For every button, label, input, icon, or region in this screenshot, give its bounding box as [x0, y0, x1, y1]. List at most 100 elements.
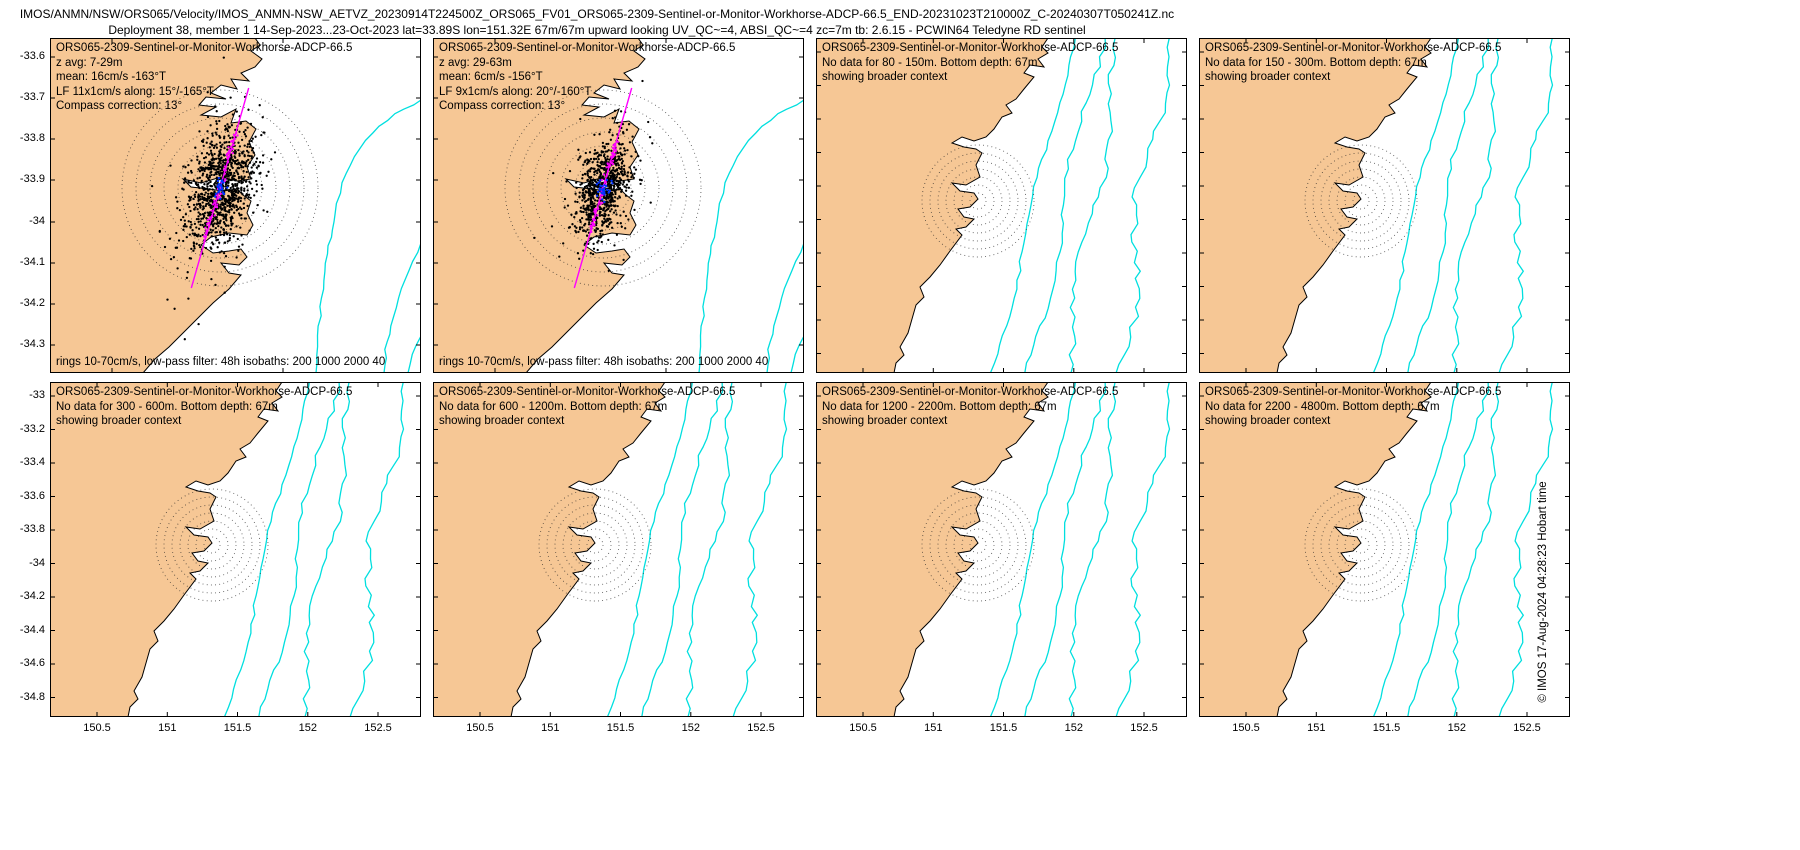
land-polygon [50, 38, 263, 373]
x-tick-label: 152 [1447, 722, 1466, 734]
axes-box [433, 382, 804, 717]
isobath-lines [315, 99, 421, 373]
map-plot [433, 38, 804, 373]
axes-box [1199, 382, 1570, 717]
axis-tick-marks [50, 382, 421, 717]
velocity-scatter [533, 79, 654, 272]
panel-annotation: ORS065-2309-Sentinel-or-Monitor-Workhors… [439, 386, 736, 428]
axis-tick-marks [1199, 38, 1570, 373]
panel-footer-note: rings 10-70cm/s, low-pass filter: 48h is… [439, 356, 769, 368]
map-plot [816, 38, 1187, 373]
y-tick-label: -34.2 [19, 590, 45, 602]
y-tick-label: -34.1 [19, 256, 45, 268]
mean-velocity-dots [213, 176, 229, 200]
figure-title-filename: IMOS/ANMN/NSW/ORS065/Velocity/IMOS_ANMN-… [19, 7, 1175, 21]
panel-annotation: ORS065-2309-Sentinel-or-Monitor-Workhors… [1205, 386, 1502, 428]
x-tick-label: 150.5 [83, 722, 111, 734]
x-tick-label: 152 [681, 722, 700, 734]
map-panel-2: ORS065-2309-Sentinel-or-Monitor-Workhors… [433, 38, 804, 373]
y-tick-label: -33.6 [19, 50, 45, 62]
velocity-range-rings [921, 144, 1035, 258]
imos-copyright-watermark: © IMOS 17-Aug-2024 04:28:23 Hobart time [1537, 481, 1549, 703]
panel-footer-note: rings 10-70cm/s, low-pass filter: 48h is… [56, 356, 386, 368]
axis-tick-marks [433, 38, 804, 373]
figure-subtitle-deployment-info: Deployment 38, member 1 14-Sep-2023...23… [108, 23, 1086, 37]
x-tick-label: 152.5 [747, 722, 775, 734]
x-tick-label: 151 [924, 722, 943, 734]
mean-velocity-dots [595, 178, 614, 204]
x-tick-label: 150.5 [466, 722, 494, 734]
map-panel-5: ORS065-2309-Sentinel-or-Monitor-Workhors… [20, 382, 421, 734]
map-plot [433, 382, 804, 717]
map-panel-6: ORS065-2309-Sentinel-or-Monitor-Workhors… [433, 382, 804, 734]
velocity-range-rings [155, 488, 269, 602]
map-plot [1199, 382, 1570, 717]
y-tick-label: -33.8 [19, 132, 45, 144]
axes-box [433, 38, 804, 373]
land-polygon [1199, 38, 1432, 373]
panel-annotation: ORS065-2309-Sentinel-or-Monitor-Workhors… [439, 42, 736, 113]
map-plot [816, 382, 1187, 717]
axis-tick-marks [816, 38, 1187, 373]
axes-box [50, 382, 421, 717]
y-tick-label: -34 [29, 556, 45, 569]
map-plot [50, 38, 421, 373]
isobath-lines [223, 382, 405, 717]
isobath-lines [989, 382, 1171, 717]
isobath-lines [989, 38, 1171, 373]
isobath-lines [1372, 38, 1554, 373]
x-tick-label: 152 [1064, 722, 1083, 734]
axis-tick-marks [816, 382, 1187, 717]
y-tick-label: -34.3 [19, 338, 45, 350]
panel-annotation: ORS065-2309-Sentinel-or-Monitor-Workhors… [822, 386, 1119, 428]
panel-annotation: ORS065-2309-Sentinel-or-Monitor-Workhors… [1205, 42, 1502, 84]
y-tick-label: -34.6 [19, 657, 45, 669]
y-tick-label: -33.7 [19, 91, 45, 103]
axes-box [816, 38, 1187, 373]
map-panel-3: ORS065-2309-Sentinel-or-Monitor-Workhors… [816, 38, 1187, 373]
x-tick-label: 151.5 [223, 722, 252, 734]
x-tick-label: 151 [1307, 722, 1326, 734]
x-tick-label: 151 [541, 722, 560, 734]
velocity-range-rings [538, 488, 652, 602]
map-plot [50, 382, 421, 717]
axes-box [1199, 38, 1570, 373]
land-polygon [816, 38, 1049, 373]
y-tick-label: -34.4 [19, 623, 45, 636]
y-tick-label: -34 [29, 215, 45, 227]
x-tick-label: 152.5 [364, 722, 392, 734]
panel-annotation: ORS065-2309-Sentinel-or-Monitor-Workhors… [56, 42, 353, 113]
land-polygon [433, 382, 666, 717]
x-tick-label: 151.5 [989, 722, 1018, 734]
axis-tick-marks [1199, 382, 1570, 717]
axis-tick-marks [433, 382, 804, 717]
y-tick-label: -34.8 [19, 690, 45, 703]
x-tick-label: 151 [158, 722, 177, 734]
axes-box [50, 38, 421, 373]
x-tick-label: 152.5 [1513, 722, 1541, 734]
y-tick-label: -33.4 [19, 456, 45, 468]
land-polygon [816, 382, 1049, 717]
isobath-lines [606, 382, 788, 717]
x-tick-label: 150.5 [849, 722, 877, 734]
land-polygon [50, 382, 283, 717]
x-tick-label: 151.5 [606, 722, 635, 734]
map-panel-8: ORS065-2309-Sentinel-or-Monitor-Workhors… [1199, 382, 1570, 734]
x-tick-label: 152.5 [1130, 722, 1158, 734]
axes-box [816, 382, 1187, 717]
velocity-range-rings [1304, 488, 1418, 602]
axis-tick-marks [50, 38, 421, 373]
isobath-lines [698, 99, 804, 373]
x-tick-label: 150.5 [1232, 722, 1260, 734]
isobath-lines [1372, 382, 1554, 717]
panel-annotation: ORS065-2309-Sentinel-or-Monitor-Workhors… [56, 386, 353, 428]
y-tick-label: -34.2 [19, 297, 45, 309]
map-plot [1199, 38, 1570, 373]
map-panel-4: ORS065-2309-Sentinel-or-Monitor-Workhors… [1199, 38, 1570, 373]
y-tick-label: -33 [29, 389, 45, 401]
x-tick-label: 151.5 [1372, 722, 1401, 734]
y-tick-label: -33.8 [19, 523, 45, 535]
velocity-range-rings [1304, 144, 1418, 258]
panel-annotation: ORS065-2309-Sentinel-or-Monitor-Workhors… [822, 42, 1119, 84]
land-polygon [1199, 382, 1432, 717]
